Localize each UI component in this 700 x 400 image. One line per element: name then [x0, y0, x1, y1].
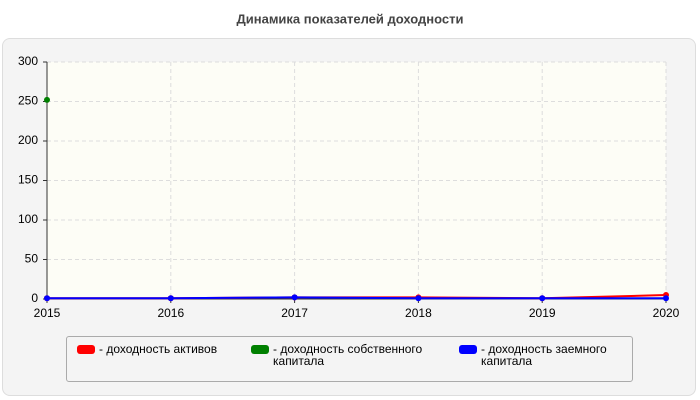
legend: - доходность активов - доходность собстве… — [66, 336, 633, 382]
y-tick-label: 0 — [31, 291, 38, 305]
y-tick-label: 300 — [18, 54, 38, 68]
series-line — [47, 296, 666, 300]
x-tick-label: 2015 — [34, 306, 61, 320]
y-tick-label: 100 — [18, 212, 38, 226]
legend-swatch — [251, 345, 269, 354]
x-tick-label: 2019 — [529, 306, 556, 320]
y-tick-label: 250 — [18, 94, 38, 108]
x-tick-label: 2017 — [281, 306, 308, 320]
data-point — [167, 295, 174, 302]
x-tick-label: 2018 — [405, 306, 432, 320]
legend-swatch — [459, 345, 477, 354]
legend-item: - доходность активов — [77, 343, 237, 355]
legend-item: - доходность заемного капитала — [459, 343, 629, 367]
data-point — [291, 294, 298, 301]
y-tick-label: 150 — [18, 173, 38, 187]
legend-item: - доходность собственного капитала — [251, 343, 441, 367]
y-tick-label: 50 — [25, 252, 39, 266]
legend-label: - доходность собственного капитала — [273, 342, 423, 368]
y-tick-label: 200 — [18, 133, 38, 147]
x-tick-label: 2020 — [653, 306, 680, 320]
legend-label: - доходность заемного капитала — [481, 342, 607, 368]
x-tick-label: 2016 — [157, 306, 184, 320]
legend-swatch — [77, 345, 95, 354]
data-point — [663, 295, 669, 302]
data-point — [539, 295, 546, 302]
data-point — [415, 295, 422, 302]
data-point — [44, 96, 50, 103]
chart-title: Динамика показателей доходности — [236, 11, 463, 26]
data-point — [44, 295, 50, 302]
legend-label: - доходность активов — [99, 342, 218, 356]
